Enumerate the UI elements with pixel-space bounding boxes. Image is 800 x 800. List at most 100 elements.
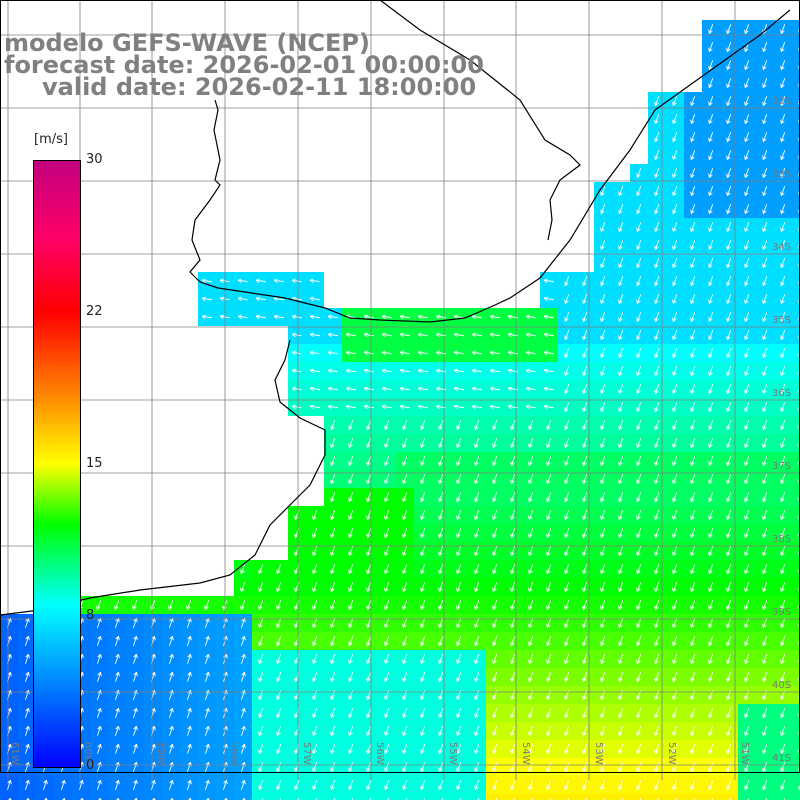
wind-arrow [744,780,750,791]
wind-arrow [546,618,552,629]
wind-arrow [744,564,750,575]
wind-arrow [489,368,501,374]
wind-arrow [255,278,267,284]
wind-arrow [420,582,426,593]
wind-arrow [726,168,732,179]
wind-arrow [780,186,786,197]
wind-arrow [636,348,642,359]
wind-arrow [654,420,660,431]
colorbar-unit: [m/s] [34,132,68,147]
wind-arrow [187,653,192,664]
wind-arrow [402,654,408,665]
wind-arrow [762,348,768,359]
wind-arrow [744,654,750,665]
wind-arrow [384,456,390,467]
wind-arrow [564,582,570,593]
latitude-label: 36S [772,388,791,399]
wind-arrow [690,348,696,359]
wind-arrow [366,564,372,575]
wind-arrow [762,240,768,251]
wind-arrow [366,636,372,647]
wind-arrow [690,150,696,161]
wind-arrow [255,296,267,302]
wind-arrow [291,404,303,410]
wind-cell [792,308,800,326]
wind-arrow [636,312,642,323]
wind-arrow [690,276,696,287]
wind-arrow [543,350,555,356]
wind-arrow [564,726,570,737]
wind-arrow [492,672,498,683]
wind-cell [792,542,800,560]
wind-arrow [780,654,786,665]
wind-arrow [456,582,462,593]
wind-arrow [780,258,786,269]
wind-arrow [600,330,606,341]
wind-arrow [780,222,786,233]
wind-arrow [744,492,750,503]
wind-arrow [510,636,516,647]
wind-arrow [97,725,102,736]
wind-arrow [330,618,336,629]
wind-arrow [205,779,210,790]
wind-arrow [237,278,249,284]
wind-arrow [366,672,372,683]
wind-arrow [582,348,588,359]
wind-arrow [525,404,537,410]
wind-arrow [708,294,714,305]
wind-arrow [237,314,249,320]
wind-arrow [7,779,12,790]
longitude-label: 56W [374,742,385,765]
wind-arrow [672,96,678,107]
wind-arrow [762,510,768,521]
wind-arrow [618,222,624,233]
wind-arrow [600,384,606,395]
wind-arrow [780,132,786,143]
wind-arrow [276,672,282,683]
wind-arrow [133,707,138,718]
wind-arrow [348,456,354,467]
wind-arrow [618,312,624,323]
wind-arrow [205,635,210,646]
wind-arrow [492,582,498,593]
longitude-label: 55W [447,742,458,765]
wind-arrow [618,510,624,521]
wind-arrow [582,546,588,557]
wind-arrow [97,761,102,772]
wind-arrow [672,366,678,377]
wind-arrow [780,744,786,755]
wind-arrow [744,348,750,359]
wind-arrow [708,546,714,557]
wind-arrow [744,168,750,179]
wind-arrow [399,368,411,374]
wind-arrow [762,366,768,377]
wind-arrow [762,60,768,71]
wind-arrow [492,636,498,647]
wind-arrow [726,510,732,521]
wind-arrow [708,132,714,143]
wind-arrow [384,546,390,557]
wind-arrow [348,708,354,719]
wind-arrow [582,636,588,647]
wind-arrow [525,314,537,320]
wind-arrow [654,294,660,305]
wind-arrow [543,332,555,338]
wind-arrow [255,314,267,320]
wind-arrow [690,96,696,107]
wind-arrow [312,708,318,719]
wind-arrow [780,564,786,575]
wind-arrow [726,546,732,557]
wind-arrow [780,96,786,107]
wind-arrow [780,780,786,791]
longitude-label: 54W [520,742,531,765]
wind-arrow [471,332,483,338]
wind-arrow [492,510,498,521]
wind-arrow [330,474,336,485]
wind-arrow [582,366,588,377]
wind-arrow [762,456,768,467]
wind-arrow [399,350,411,356]
wind-arrow [726,186,732,197]
wind-arrow [133,671,138,682]
wind-arrow [384,582,390,593]
wind-arrow [780,420,786,431]
